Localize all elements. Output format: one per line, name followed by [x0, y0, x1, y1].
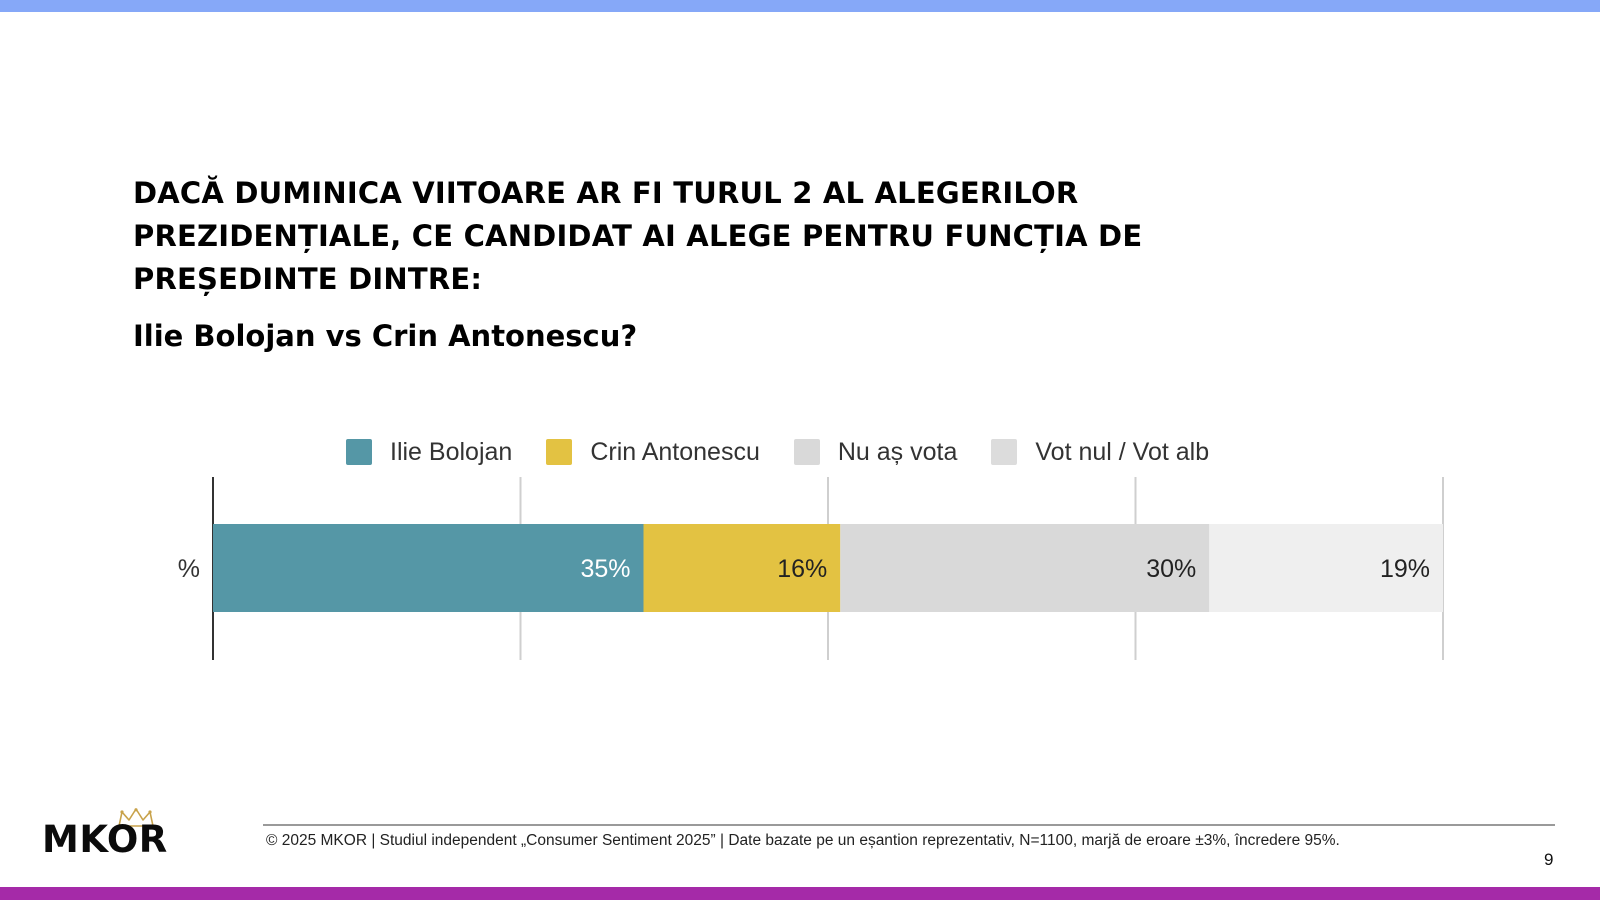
bar-segment-2 — [643, 524, 841, 612]
legend-item-nu-as-vota: Nu aș vota — [793, 437, 958, 467]
legend-item-bolojan: Ilie Bolojan — [346, 438, 512, 467]
crown-icon — [118, 808, 154, 827]
data-label-4: 19% — [1380, 555, 1430, 583]
page-number: 9 — [1544, 850, 1554, 869]
logo-text: MKOR — [42, 818, 168, 861]
legend-swatch-vot-nul — [991, 439, 1018, 465]
data-label-2: 16% — [777, 555, 827, 583]
legend-item-vot-nul: Vot nul / Vot alb — [991, 438, 1209, 467]
bottom-accent-bar — [0, 887, 1600, 900]
category-label: % — [178, 555, 200, 583]
bar-segment-1 — [213, 524, 644, 612]
legend-label-vot-nul: Vot nul / Vot alb — [1035, 437, 1210, 466]
legend-label-antonescu: Crin Antonescu — [590, 437, 760, 466]
footer-disclaimer: © 2025 MKOR | Studiul independent „Consu… — [266, 832, 1340, 849]
data-label-1: 35% — [580, 555, 630, 583]
legend-item-antonescu: Crin Antonescu — [546, 438, 760, 467]
legend-swatch-nu-as-vota — [793, 439, 820, 465]
legend-swatch-bolojan — [346, 439, 372, 465]
legend-label-bolojan: Ilie Bolojan — [390, 437, 513, 466]
slide-title: DACĂ DUMINICA VIITOARE AR FI TURUL 2 AL … — [133, 176, 1143, 296]
bar-segment-3 — [840, 524, 1210, 612]
footer-divider — [263, 824, 1555, 826]
legend-swatch-antonescu — [546, 439, 573, 465]
legend-label-nu-as-vota: Nu aș vota — [837, 437, 958, 466]
slide-subtitle: Ilie Bolojan vs Crin Antonescu? — [133, 319, 638, 353]
chart-legend: Ilie Bolojan Crin Antonescu Nu aș vota V… — [346, 432, 1243, 472]
top-accent-bar — [0, 0, 1600, 12]
mkor-logo: MKOR — [42, 808, 192, 862]
data-label-3: 30% — [1146, 555, 1196, 583]
bar-segment-4 — [1209, 524, 1443, 612]
